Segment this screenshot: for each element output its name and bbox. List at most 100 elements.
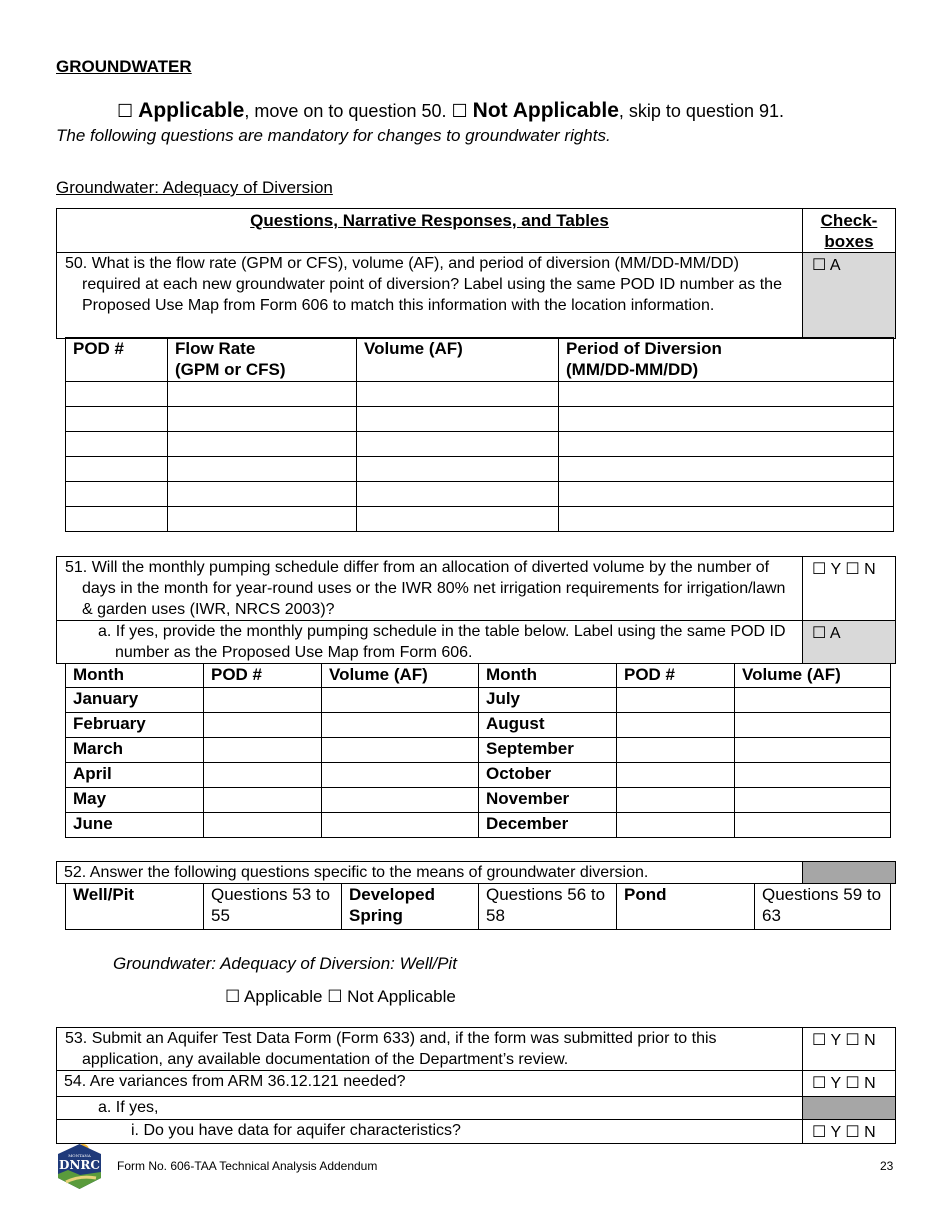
pod-cell[interactable] [616,712,735,738]
pod-cell[interactable] [558,506,894,532]
q50-checkbox[interactable]: ☐ A [802,252,896,339]
pod-cell[interactable] [356,481,559,507]
volume-cell[interactable] [321,687,479,713]
monthly-schedule-table: Month POD # Volume (AF) Month POD # Volu… [65,663,891,838]
pod-row [65,381,894,407]
q51a-checkbox[interactable]: ☐ A [802,620,896,664]
pod-cell[interactable] [356,381,559,407]
pod-cell[interactable] [167,456,357,482]
footer-form-name: Form No. 606-TAA Technical Analysis Adde… [117,1159,378,1173]
pod-cell[interactable] [616,812,735,838]
pod-cell[interactable] [558,406,894,432]
pod-cell[interactable] [616,687,735,713]
pod-cell[interactable] [558,456,894,482]
pod-cell[interactable] [167,481,357,507]
month-label: December [478,812,617,838]
volume-header: Volume (AF) [356,337,559,382]
pod-cell[interactable] [65,406,168,432]
volume-cell[interactable] [321,812,479,838]
pod-cell[interactable] [203,687,322,713]
questions-table: Questions, Narrative Responses, and Tabl… [56,208,896,339]
pod-cell[interactable] [558,381,894,407]
volume-header: Volume (AF) [321,663,479,688]
pod-cell[interactable] [356,506,559,532]
period-header: Period of Diversion (MM/DD-MM/DD) [558,337,894,382]
question-52: 52. Answer the following questions speci… [56,861,803,884]
pod-cell[interactable] [65,456,168,482]
applicable-checkbox[interactable]: ☐ [117,101,134,121]
applicable-label: Applicable [138,99,245,122]
wellpit-applicability[interactable]: ☐ Applicable ☐ Not Applicable [225,987,456,1006]
pod-row [65,481,894,507]
pod-cell[interactable] [167,506,357,532]
q53-checkbox[interactable]: ☐ Y ☐ N [802,1027,896,1071]
question-51a: a. If yes, provide the monthly pumping s… [56,620,803,664]
volume-cell[interactable] [734,787,891,813]
pod-cell[interactable] [203,762,322,788]
question-54: 54. Are variances from ARM 36.12.121 nee… [56,1070,803,1097]
wellpit-table: 53. Submit an Aquifer Test Data Form (Fo… [56,1027,896,1144]
q51-table: 51. Will the monthly pumping schedule di… [56,556,896,664]
pod-cell[interactable] [203,737,322,763]
pod-cell[interactable] [65,431,168,457]
month-row: April October [65,762,891,788]
volume-cell[interactable] [321,762,479,788]
month-label: March [65,737,204,763]
volume-cell[interactable] [734,712,891,738]
pod-cell[interactable] [65,481,168,507]
q51-checkbox[interactable]: ☐ Y ☐ N [802,556,896,621]
month-header: Month [65,663,204,688]
pod-cell[interactable] [356,431,559,457]
pod-header: POD # [65,337,168,382]
pod-cell[interactable] [203,812,322,838]
month-row: June December [65,812,891,838]
volume-cell[interactable] [734,812,891,838]
month-label: November [478,787,617,813]
question-54a-i: i. Do you have data for aquifer characte… [56,1119,803,1144]
developed-spring-label: Developed Spring [341,883,479,930]
month-row: February August [65,712,891,738]
pod-cell[interactable] [167,381,357,407]
month-row: January July [65,687,891,713]
pod-cell[interactable] [65,381,168,407]
pod-cell[interactable] [616,762,735,788]
not-applicable-checkbox[interactable]: ☐ [451,101,468,121]
pod-cell[interactable] [167,406,357,432]
volume-cell[interactable] [321,712,479,738]
volume-cell[interactable] [321,737,479,763]
pod-cell[interactable] [616,737,735,763]
svg-text:MONTANA: MONTANA [68,1153,91,1158]
pod-cell[interactable] [558,481,894,507]
volume-cell[interactable] [734,687,891,713]
pod-row [65,431,894,457]
pod-cell[interactable] [558,431,894,457]
pod-cell[interactable] [616,787,735,813]
q54ai-checkbox[interactable]: ☐ Y ☐ N [802,1119,896,1144]
pod-cell[interactable] [203,712,322,738]
pod-row [65,406,894,432]
month-label: July [478,687,617,713]
applicable-instruction: , move on to question 50. [244,101,447,121]
month-label: May [65,787,204,813]
month-label: April [65,762,204,788]
volume-cell[interactable] [734,762,891,788]
q54a-shaded-cell [802,1096,896,1120]
svg-text:DNRC: DNRC [59,1158,100,1172]
page-number: 23 [880,1159,894,1173]
q52-table: 52. Answer the following questions speci… [56,861,896,884]
volume-header: Volume (AF) [734,663,891,688]
pod-cell[interactable] [167,431,357,457]
pod-cell[interactable] [203,787,322,813]
developed-spring-questions: Questions 56 to 58 [478,883,617,930]
pod-cell[interactable] [356,406,559,432]
pod-header: POD # [203,663,322,688]
well-pit-questions: Questions 53 to 55 [203,883,342,930]
means-table: Well/Pit Questions 53 to 55 Developed Sp… [65,883,891,930]
question-54a: a. If yes, [56,1096,803,1120]
wellpit-title: Groundwater: Adequacy of Diversion: Well… [113,954,457,973]
pod-cell[interactable] [65,506,168,532]
pod-cell[interactable] [356,456,559,482]
q54-checkbox[interactable]: ☐ Y ☐ N [802,1070,896,1097]
volume-cell[interactable] [321,787,479,813]
volume-cell[interactable] [734,737,891,763]
